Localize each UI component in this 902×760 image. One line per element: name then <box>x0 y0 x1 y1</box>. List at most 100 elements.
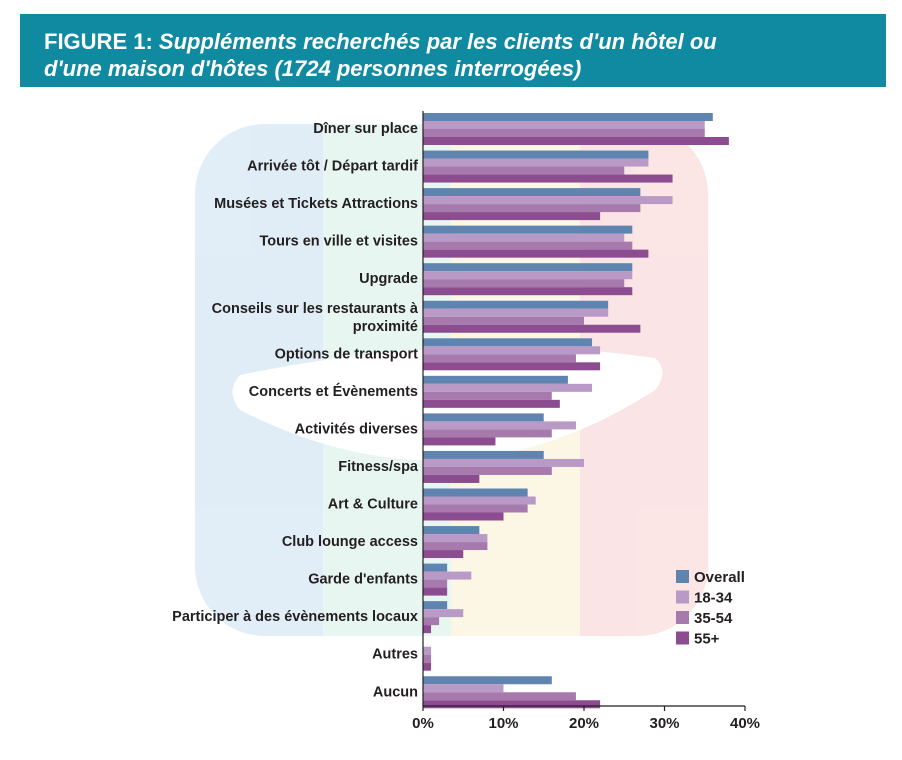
bar-35-54-6 <box>423 354 576 363</box>
bar-55--2 <box>423 212 601 221</box>
bar-55--5 <box>423 324 641 333</box>
category-label: Garde d'enfants <box>308 572 418 588</box>
bar-35-54-10 <box>423 504 528 513</box>
legend-label: 35-54 <box>694 610 733 627</box>
bar-18-34-11 <box>423 534 488 543</box>
category-label: Dîner sur place <box>313 121 418 137</box>
bar-18-34-8 <box>423 421 576 430</box>
bar-55--15 <box>423 700 601 709</box>
figure-header: FIGURE 1: Suppléments recherchés par les… <box>20 14 886 87</box>
bar-18-34-14 <box>423 646 432 655</box>
figure-subtitle-line1: Suppléments recherchés par les clients d… <box>158 29 717 54</box>
bar-55--9 <box>423 474 480 483</box>
x-tick-label: 30% <box>649 715 679 732</box>
figure-header-line1: FIGURE 1: Suppléments recherchés par les… <box>44 28 886 55</box>
bar-55--8 <box>423 437 496 446</box>
legend-label: 55+ <box>694 631 720 648</box>
bar-35-54-11 <box>423 542 488 551</box>
category-label: Art & Culture <box>328 497 418 513</box>
bar-55--14 <box>423 662 432 671</box>
bar-overall-3 <box>423 225 633 234</box>
legend-swatch <box>676 570 689 583</box>
category-labels: Dîner sur place Arrivée tôt / Départ tard… <box>172 121 419 700</box>
bar-55--13 <box>423 625 432 634</box>
bar-35-54-15 <box>423 692 576 701</box>
bar-18-34-1 <box>423 158 649 167</box>
bar-35-54-4 <box>423 279 625 288</box>
bar-18-34-13 <box>423 609 464 618</box>
bar-18-34-5 <box>423 308 609 317</box>
bar-55--11 <box>423 550 464 559</box>
bar-overall-6 <box>423 338 593 347</box>
bar-55--4 <box>423 287 633 296</box>
bar-55--0 <box>423 137 729 145</box>
bar-55--10 <box>423 512 504 521</box>
x-tick-label: 40% <box>730 715 760 732</box>
category-label: Arrivée tôt / Départ tardif <box>247 159 418 175</box>
bar-overall-11 <box>423 526 480 535</box>
bar-35-54-8 <box>423 429 552 438</box>
legend-swatch <box>676 590 689 604</box>
x-axis: 0% 10% 20% 30% 40% <box>412 111 760 732</box>
category-label: proximité <box>353 319 418 335</box>
bar-55--12 <box>423 587 448 596</box>
x-tick-label: 10% <box>488 715 518 732</box>
bar-35-54-0 <box>423 129 705 137</box>
x-tick-label: 0% <box>412 715 434 732</box>
bar-35-54-5 <box>423 316 584 325</box>
bar-overall-9 <box>423 450 544 459</box>
category-label: Musées et Tickets Attractions <box>214 196 418 212</box>
bar-55--1 <box>423 174 673 183</box>
bar-overall-2 <box>423 188 641 197</box>
category-label: Concerts et Évènements <box>249 383 418 400</box>
legend-swatch <box>676 631 689 645</box>
bar-18-34-9 <box>423 458 584 467</box>
bar-overall-13 <box>423 601 448 610</box>
bar-35-54-9 <box>423 466 552 475</box>
category-label: Tours en ville et visites <box>260 234 419 250</box>
bar-18-34-15 <box>423 684 504 693</box>
bar-18-34-4 <box>423 271 633 280</box>
bar-overall-5 <box>423 300 609 309</box>
category-label: Aucun <box>373 684 418 700</box>
bar-35-54-3 <box>423 241 633 250</box>
bar-55--3 <box>423 249 649 258</box>
bar-35-54-12 <box>423 579 448 588</box>
category-label: Club lounge access <box>282 534 418 550</box>
bar-group <box>423 113 729 709</box>
bar-18-34-10 <box>423 496 536 505</box>
bar-overall-4 <box>423 263 633 272</box>
bar-18-34-3 <box>423 233 625 242</box>
legend-label: 18-34 <box>694 590 733 607</box>
figure-subtitle-line2: d'une maison d'hôtes (1724 personnes int… <box>44 56 582 81</box>
legend-label: Overall <box>694 569 745 586</box>
bar-55--6 <box>423 362 601 371</box>
category-label: Options de transport <box>275 346 419 362</box>
bar-overall-10 <box>423 488 528 497</box>
bar-overall-0 <box>423 113 713 121</box>
bar-overall-15 <box>423 676 552 685</box>
x-tick-label: 20% <box>569 715 599 732</box>
bar-55--7 <box>423 399 560 408</box>
bar-overall-1 <box>423 150 649 159</box>
bar-18-34-0 <box>423 121 705 129</box>
category-label: Autres <box>372 647 418 663</box>
bar-35-54-7 <box>423 391 552 400</box>
bar-35-54-1 <box>423 166 625 175</box>
category-label: Participer à des évènements locaux <box>172 609 418 625</box>
category-label: Fitness/spa <box>338 459 419 475</box>
bar-18-34-12 <box>423 571 472 580</box>
category-label: Activités diverses <box>295 421 418 437</box>
category-label: Conseils sur les restaurants à <box>212 301 419 317</box>
bar-18-34-2 <box>423 196 673 205</box>
legend: Overall 18-34 35-54 55+ <box>676 569 745 648</box>
bar-35-54-13 <box>423 617 440 626</box>
legend-swatch <box>676 611 689 624</box>
category-label: Upgrade <box>359 271 418 287</box>
bar-18-34-7 <box>423 383 593 392</box>
bar-overall-8 <box>423 413 544 422</box>
bar-overall-7 <box>423 375 568 384</box>
figure-number: FIGURE 1: <box>44 29 153 54</box>
bar-35-54-14 <box>423 654 432 663</box>
